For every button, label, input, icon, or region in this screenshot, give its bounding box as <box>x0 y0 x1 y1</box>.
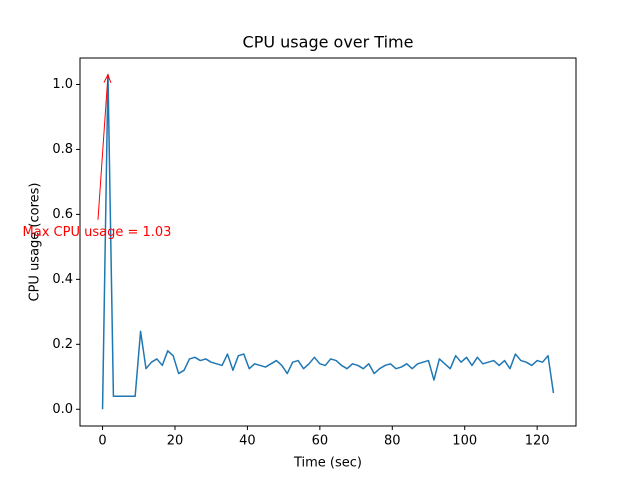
x-tick-label: 0 <box>98 434 106 449</box>
plot-frame <box>79 57 577 427</box>
chart-title: CPU usage over Time <box>243 33 414 52</box>
x-tick-label: 60 <box>312 434 329 449</box>
y-tick-label: 0.4 <box>52 272 73 287</box>
x-tick-label: 20 <box>167 434 184 449</box>
x-tick-label: 100 <box>452 434 477 449</box>
annotation-arrowhead <box>103 73 112 84</box>
y-axis-label: CPU usage (cores) <box>28 183 43 302</box>
x-tick-label: 40 <box>239 434 256 449</box>
y-tick-label: 0.0 <box>52 402 73 417</box>
line-series <box>101 73 555 410</box>
x-axis-label: Time (sec) <box>293 456 362 471</box>
y-tick-label: 0.6 <box>52 207 73 222</box>
y-tick-label: 0.8 <box>52 142 73 157</box>
x-tick-label: 80 <box>384 434 401 449</box>
x-tick-label: 120 <box>525 434 550 449</box>
annotation-text: Max CPU usage = 1.03 <box>23 225 172 240</box>
y-tick-label: 1.0 <box>52 77 73 92</box>
annotation-arrow <box>97 74 109 220</box>
y-tick-label: 0.2 <box>52 337 73 352</box>
